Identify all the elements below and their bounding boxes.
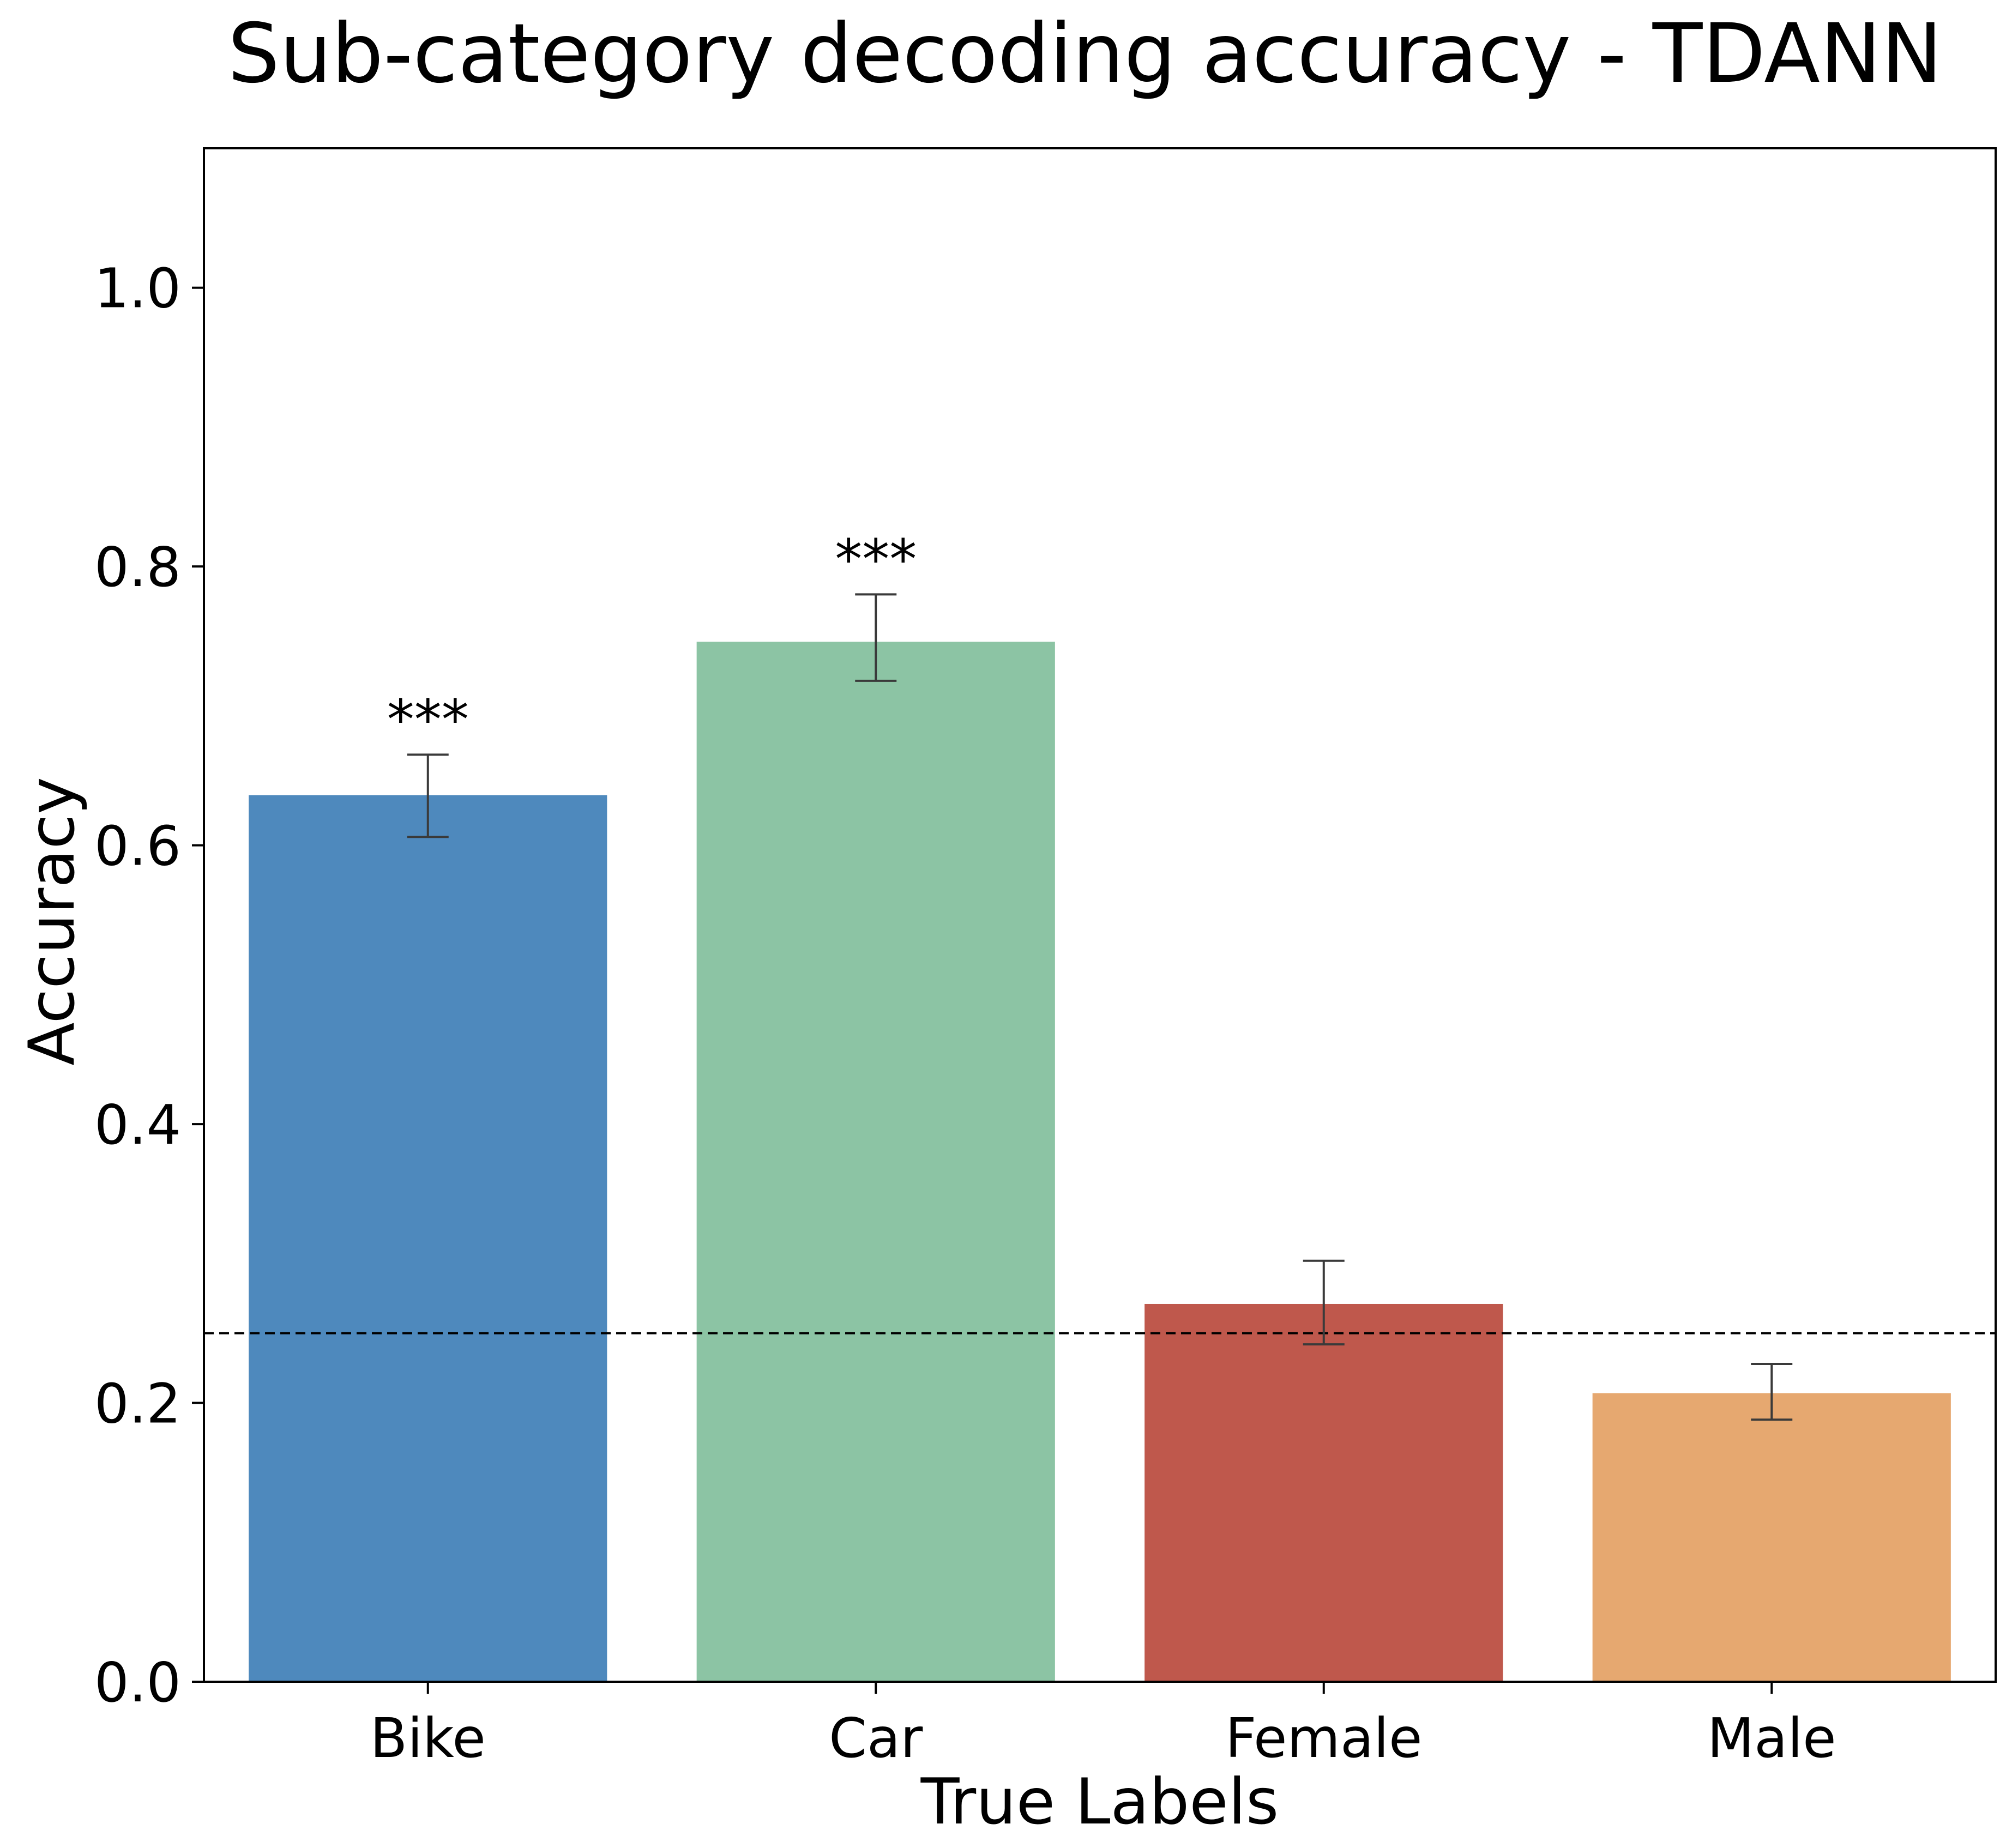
significance-label-car: ***	[835, 527, 917, 591]
y-tick-label: 1.0	[94, 257, 181, 321]
x-axis-label: True Labels	[920, 1765, 1279, 1839]
x-tick-label-bike: Bike	[370, 1706, 486, 1770]
plot-frame	[203, 147, 1997, 1683]
y-tick-label: 0.0	[94, 1651, 181, 1714]
error-bars-group	[407, 593, 1793, 1421]
x-tick-label-female: Female	[1225, 1706, 1423, 1770]
x-tick-label-male: Male	[1707, 1706, 1836, 1770]
y-axis-ticks: 0.0 0.2 0.4 0.6 0.8 1.0	[94, 257, 204, 1714]
bar-car	[696, 642, 1055, 1682]
y-tick-label: 0.4	[94, 1093, 181, 1157]
y-axis-label: Accuracy	[15, 777, 89, 1066]
x-axis-ticks: Bike Car Female Male	[370, 1682, 1836, 1770]
y-tick-label: 0.6	[94, 814, 181, 878]
y-tick-label: 0.8	[94, 535, 181, 599]
x-tick-label-car: Car	[829, 1706, 923, 1770]
y-tick-label: 0.2	[94, 1372, 181, 1436]
bar-male	[1592, 1393, 1951, 1682]
significance-label-bike: ***	[387, 687, 469, 751]
significance-labels-group: *** ***	[387, 527, 917, 751]
bar-bike	[249, 795, 607, 1682]
bars-group	[249, 642, 1951, 1682]
chart-title: Sub-category decoding accuracy - TDANN	[228, 7, 1943, 101]
bar-female	[1144, 1303, 1503, 1682]
